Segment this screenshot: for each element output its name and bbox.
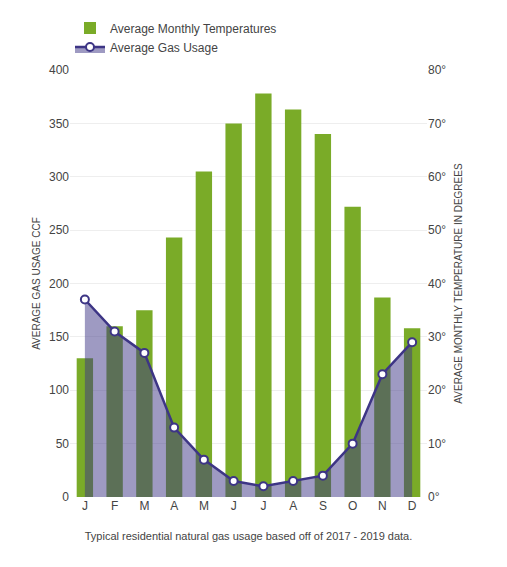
- svg-text:100: 100: [49, 383, 69, 397]
- svg-text:S: S: [319, 499, 327, 513]
- svg-text:Average Gas Usage: Average Gas Usage: [110, 41, 218, 55]
- svg-text:N: N: [378, 499, 387, 513]
- svg-text:J: J: [231, 499, 237, 513]
- svg-text:AVERAGE MONTHLY TEMPERATURE IN: AVERAGE MONTHLY TEMPERATURE IN DEGREES: [453, 163, 464, 404]
- svg-text:A: A: [170, 499, 178, 513]
- svg-text:20°: 20°: [428, 383, 446, 397]
- svg-text:O: O: [348, 499, 357, 513]
- svg-text:0°: 0°: [428, 490, 440, 504]
- svg-text:50: 50: [56, 437, 70, 451]
- svg-text:M: M: [199, 499, 209, 513]
- svg-text:Average Monthly Temperatures: Average Monthly Temperatures: [110, 22, 276, 36]
- svg-text:400: 400: [49, 63, 69, 77]
- svg-text:200: 200: [49, 277, 69, 291]
- svg-text:250: 250: [49, 223, 69, 237]
- svg-text:70°: 70°: [428, 117, 446, 131]
- svg-text:80°: 80°: [428, 63, 446, 77]
- svg-text:A: A: [289, 499, 297, 513]
- svg-text:0: 0: [62, 490, 69, 504]
- svg-text:60°: 60°: [428, 170, 446, 184]
- svg-text:50°: 50°: [428, 223, 446, 237]
- svg-text:D: D: [408, 499, 417, 513]
- svg-text:300: 300: [49, 170, 69, 184]
- svg-text:350: 350: [49, 117, 69, 131]
- svg-text:30°: 30°: [428, 330, 446, 344]
- svg-text:10°: 10°: [428, 437, 446, 451]
- svg-text:150: 150: [49, 330, 69, 344]
- svg-text:F: F: [111, 499, 118, 513]
- svg-text:J: J: [82, 499, 88, 513]
- svg-text:J: J: [260, 499, 266, 513]
- svg-text:M: M: [139, 499, 149, 513]
- svg-text:40°: 40°: [428, 277, 446, 291]
- svg-text:AVERAGE GAS USAGE CCF: AVERAGE GAS USAGE CCF: [31, 217, 42, 350]
- svg-text:Typical residential natural ga: Typical residential natural gas usage ba…: [85, 530, 413, 542]
